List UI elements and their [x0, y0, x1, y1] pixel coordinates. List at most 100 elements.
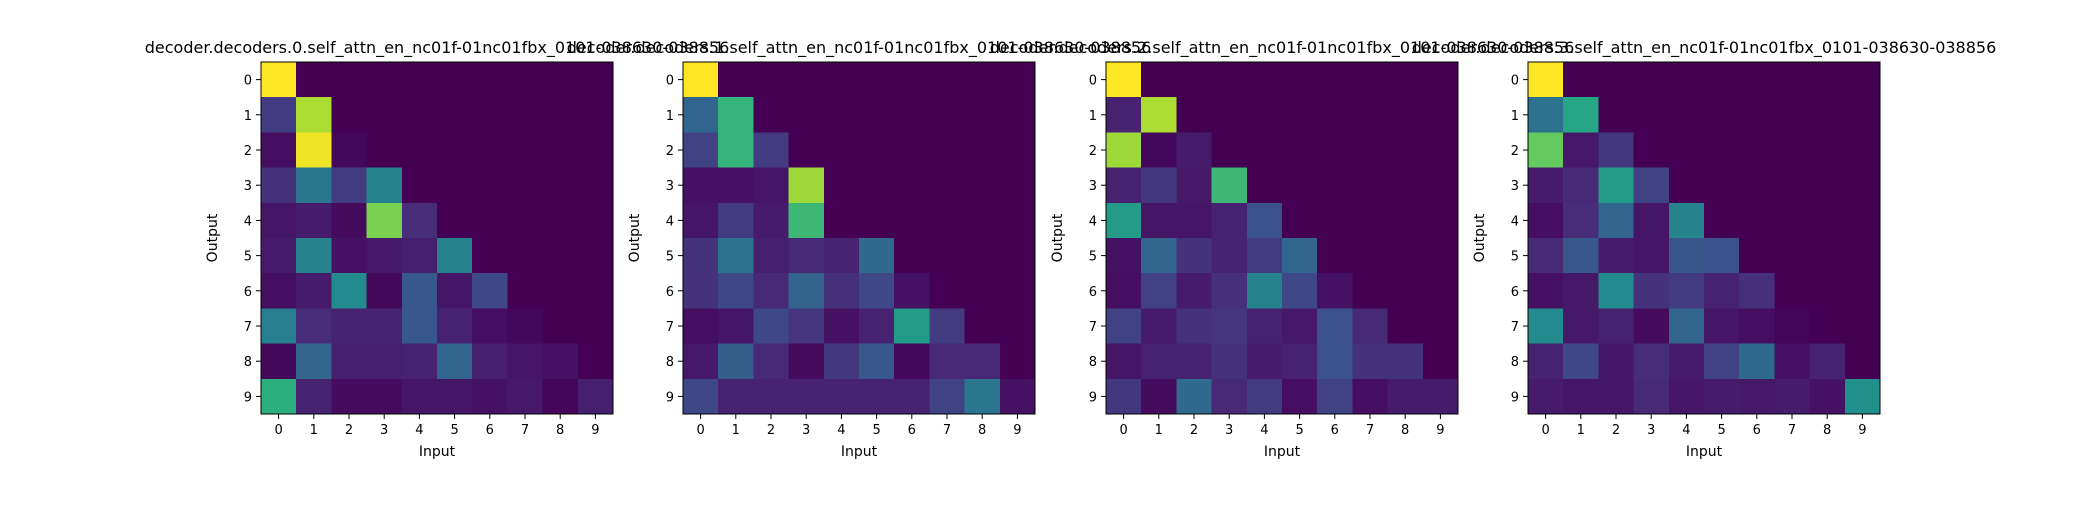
plot-frame	[260, 61, 614, 415]
heatmap-cell	[1106, 378, 1142, 415]
heatmap-cell	[1844, 378, 1881, 415]
heatmap-cell	[1668, 97, 1705, 133]
x-tick-label: 2	[767, 423, 775, 438]
heatmap-cell	[823, 343, 860, 380]
heatmap-cell	[507, 378, 543, 415]
heatmap-cell	[1246, 202, 1283, 239]
x-tick-label: 4	[1682, 423, 1690, 438]
heatmap-cell	[296, 97, 332, 133]
heatmap-cell	[1176, 202, 1212, 239]
heatmap-cell	[401, 273, 438, 309]
heatmap-cell	[542, 62, 579, 98]
heatmap-cell	[437, 308, 473, 344]
heatmap-cell	[542, 343, 579, 380]
y-tick-label: 4	[1511, 214, 1519, 229]
heatmap-cell	[1317, 132, 1353, 168]
heatmap-cell	[1176, 62, 1212, 98]
heatmap-cell	[1317, 308, 1353, 344]
heatmap-cell	[507, 167, 543, 204]
heatmap-cell	[542, 308, 579, 344]
heatmap-cell	[437, 273, 473, 309]
heatmap-cell	[1317, 343, 1353, 380]
heatmap-cell	[788, 378, 825, 415]
heatmap-cell	[894, 62, 930, 98]
heatmap-cell	[1739, 378, 1775, 415]
x-tick-label: 0	[274, 423, 282, 438]
heatmap-cell	[823, 132, 860, 168]
heatmap-cell	[1633, 167, 1670, 204]
heatmap-cell	[1317, 238, 1353, 274]
heatmap-cell	[859, 202, 895, 239]
x-tick-label: 8	[1823, 423, 1831, 438]
x-tick-label: 0	[1119, 423, 1127, 438]
heatmap-cell	[437, 202, 473, 239]
heatmap-cell	[823, 273, 860, 309]
heatmap-cell	[1106, 202, 1142, 239]
heatmap-cell	[1282, 238, 1318, 274]
heatmap-cell	[823, 167, 860, 204]
heatmap-cell	[437, 62, 473, 98]
heatmap-cell	[1422, 132, 1459, 168]
heatmap-cell	[859, 343, 895, 380]
heatmap-cell	[1352, 308, 1388, 344]
heatmap-cell	[1387, 378, 1424, 415]
y-tick-label: 6	[666, 285, 674, 300]
heatmap-cell	[472, 97, 508, 133]
heatmap-cell	[1844, 238, 1881, 274]
heatmap-cell	[437, 378, 473, 415]
y-axis-label: Output	[627, 213, 643, 262]
heatmap-cell	[999, 202, 1036, 239]
x-tick-label: 5	[1295, 423, 1303, 438]
heatmap-cell	[1352, 132, 1388, 168]
heatmap-cell	[1352, 62, 1388, 98]
heatmap-cell	[1563, 343, 1599, 380]
heatmap-cell	[1809, 202, 1846, 239]
heatmap-cell	[753, 273, 789, 309]
x-tick-label: 3	[1647, 423, 1655, 438]
y-tick-label: 5	[244, 250, 252, 265]
heatmap-cell	[1844, 132, 1881, 168]
heatmap-cell	[331, 308, 367, 344]
heatmap-cell	[1774, 97, 1810, 133]
heatmap-cell	[1563, 167, 1599, 204]
heatmap-cell	[1106, 343, 1142, 380]
x-tick-label: 6	[1753, 423, 1761, 438]
heatmap-cell	[1598, 238, 1634, 274]
heatmap-cell	[1563, 273, 1599, 309]
heatmap-cell	[1633, 308, 1670, 344]
chart-title: decoder.decoders.2.self_attn_en_nc01f-01…	[990, 38, 1575, 58]
heatmap-cell	[788, 62, 825, 98]
y-tick-label: 6	[1511, 285, 1519, 300]
heatmap-cell	[999, 238, 1036, 274]
heatmap-cell	[507, 132, 543, 168]
heatmap-cell	[859, 167, 895, 204]
heatmap-cell	[1704, 62, 1740, 98]
heatmap-cell	[1739, 273, 1775, 309]
heatmap-cell	[1809, 132, 1846, 168]
heatmap-cell	[1563, 238, 1599, 274]
heatmap-cell	[1598, 308, 1634, 344]
heatmap-cell	[1739, 343, 1775, 380]
heatmap-cell	[577, 62, 614, 98]
heatmap-cell	[999, 273, 1036, 309]
heatmap-cell	[718, 238, 754, 274]
x-tick-label: 8	[978, 423, 986, 438]
heatmap-cell	[964, 308, 1001, 344]
heatmap-cell	[1809, 308, 1846, 344]
plot-frame	[1527, 61, 1881, 415]
heatmap-cell	[1774, 308, 1810, 344]
x-tick-label: 4	[1260, 423, 1268, 438]
heatmap-cell	[261, 273, 297, 309]
heatmap-cell	[1528, 273, 1564, 309]
heatmap-cell	[296, 238, 332, 274]
heatmap-cell	[1528, 132, 1564, 168]
heatmap-cell	[366, 378, 403, 415]
heatmap-cell	[1282, 202, 1318, 239]
heatmap-cell	[964, 132, 1001, 168]
heatmap-cell	[1422, 202, 1459, 239]
heatmap-cell	[1282, 273, 1318, 309]
heatmap-cell	[261, 378, 297, 415]
heatmap-cell	[542, 378, 579, 415]
heatmap-cell	[1141, 308, 1177, 344]
heatmap-cell	[894, 167, 930, 204]
